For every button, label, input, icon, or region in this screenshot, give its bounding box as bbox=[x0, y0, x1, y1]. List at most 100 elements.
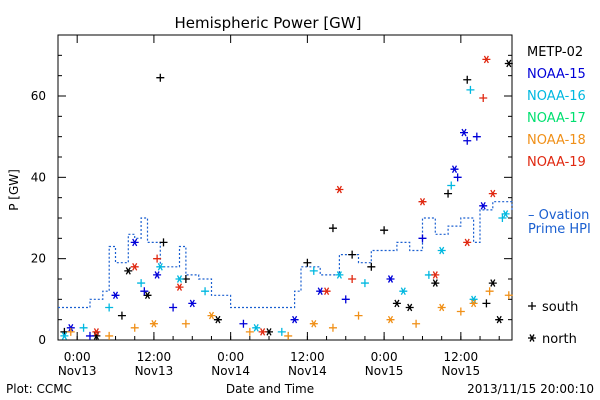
data-point-noaa-19 bbox=[482, 55, 491, 64]
data-point-noaa-16 bbox=[501, 210, 510, 218]
data-point-metp-02 bbox=[488, 279, 497, 287]
data-point-noaa-19 bbox=[479, 94, 488, 103]
data-point-noaa-15 bbox=[111, 291, 120, 300]
data-point-noaa-18 bbox=[469, 299, 478, 308]
data-point-noaa-18 bbox=[504, 291, 513, 300]
data-point-noaa-16 bbox=[437, 246, 446, 255]
data-point-noaa-18 bbox=[245, 327, 254, 336]
data-point-noaa-16 bbox=[466, 85, 475, 94]
data-point-metp-02 bbox=[159, 238, 168, 247]
data-point-metp-02 bbox=[143, 291, 152, 300]
y-axis-label: P [GW] bbox=[7, 169, 21, 211]
data-point-noaa-18 bbox=[149, 319, 158, 328]
data-point-metp-02 bbox=[303, 258, 312, 267]
data-point-noaa-19 bbox=[431, 271, 440, 279]
data-point-metp-02 bbox=[431, 279, 440, 287]
data-point-noaa-15 bbox=[169, 303, 178, 312]
ovation-hpi-line bbox=[58, 201, 513, 309]
footer-timestamp: 2013/11/15 20:00:10 bbox=[467, 382, 594, 396]
data-point-metp-02 bbox=[495, 315, 504, 324]
data-point-noaa-15 bbox=[460, 128, 468, 137]
legend-entry: METP-02 bbox=[527, 45, 583, 60]
data-point-noaa-15 bbox=[140, 287, 149, 296]
data-point-metp-02 bbox=[213, 315, 222, 324]
x-tick-label-time: 0:00 bbox=[64, 350, 91, 364]
data-point-noaa-18 bbox=[130, 323, 139, 332]
data-point-noaa-15 bbox=[153, 271, 162, 279]
data-point-noaa-19 bbox=[258, 328, 267, 336]
data-point-metp-02 bbox=[348, 250, 357, 259]
data-point-metp-02 bbox=[392, 299, 401, 308]
x-tick-label-date: Nov14 bbox=[288, 364, 327, 378]
data-point-noaa-15 bbox=[479, 201, 488, 210]
legend-ovation-line1: – Ovation bbox=[528, 208, 589, 223]
x-tick-label-date: Nov15 bbox=[441, 364, 480, 378]
data-point-noaa-16 bbox=[175, 275, 184, 283]
data-point-noaa-16 bbox=[399, 287, 408, 296]
data-point-noaa-18 bbox=[66, 327, 75, 336]
legend-entry: NOAA-15 bbox=[527, 67, 586, 82]
legend-entry: NOAA-16 bbox=[527, 89, 586, 104]
data-point-noaa-18 bbox=[485, 287, 494, 296]
data-point-noaa-15 bbox=[418, 234, 427, 243]
x-tick-label-time: 12:00 bbox=[137, 350, 172, 364]
data-point-noaa-18 bbox=[181, 319, 190, 328]
data-point-metp-02 bbox=[444, 189, 453, 198]
data-point-noaa-16 bbox=[498, 214, 507, 222]
data-point-noaa-16 bbox=[137, 279, 146, 288]
data-point-noaa-19 bbox=[322, 287, 331, 296]
data-point-noaa-18 bbox=[412, 319, 421, 328]
data-markers bbox=[60, 55, 513, 340]
data-point-noaa-16 bbox=[469, 295, 478, 304]
data-point-metp-02 bbox=[117, 311, 126, 320]
data-point-noaa-15 bbox=[341, 295, 350, 304]
data-point-metp-02 bbox=[482, 299, 491, 308]
legend-north-label: north bbox=[542, 332, 577, 347]
data-point-noaa-19 bbox=[335, 185, 344, 194]
data-point-metp-02 bbox=[367, 262, 376, 271]
data-point-noaa-19 bbox=[488, 189, 497, 198]
data-point-noaa-15 bbox=[450, 165, 459, 174]
plot-frame bbox=[57, 34, 513, 341]
legend-south-marker bbox=[528, 302, 536, 310]
x-tick-label-time: 12:00 bbox=[290, 350, 325, 364]
data-point-noaa-15 bbox=[463, 136, 472, 145]
data-point-noaa-15 bbox=[290, 315, 299, 324]
legend: METP-02 NOAA-15 NOAA-16 NOAA-17 NOAA-18 NOAA-… bbox=[527, 45, 591, 347]
x-tick-label-date: Nov13 bbox=[58, 364, 97, 378]
data-point-noaa-18 bbox=[309, 319, 318, 328]
data-point-noaa-16 bbox=[105, 303, 114, 312]
data-point-noaa-15 bbox=[453, 173, 462, 182]
y-tick-label: 20 bbox=[31, 252, 46, 266]
legend-south-label: south bbox=[542, 300, 578, 315]
legend-entry: NOAA-17 bbox=[527, 111, 586, 126]
data-point-metp-02 bbox=[463, 75, 472, 84]
legend-ovation-line2: Prime HPI bbox=[528, 222, 591, 237]
data-point-metp-02 bbox=[124, 267, 133, 275]
x-tick-label-date: Nov13 bbox=[135, 364, 174, 378]
data-point-noaa-16 bbox=[309, 266, 318, 275]
data-point-noaa-16 bbox=[447, 181, 456, 190]
data-point-noaa-16 bbox=[360, 279, 369, 288]
x-tick-label-time: 0:00 bbox=[371, 350, 398, 364]
x-tick-label-time: 12:00 bbox=[444, 350, 479, 364]
legend-north-marker bbox=[528, 334, 536, 342]
ovation-series bbox=[58, 201, 513, 309]
data-point-noaa-19 bbox=[463, 238, 472, 247]
chart-title: Hemispheric Power [GW] bbox=[175, 14, 362, 32]
data-point-noaa-15 bbox=[386, 275, 395, 283]
data-point-noaa-15 bbox=[66, 323, 75, 332]
data-point-noaa-16 bbox=[277, 327, 286, 336]
data-point-noaa-18 bbox=[328, 323, 337, 332]
data-point-noaa-19 bbox=[153, 254, 162, 263]
legend-entry: NOAA-19 bbox=[527, 155, 586, 170]
data-point-noaa-18 bbox=[456, 307, 465, 316]
data-point-metp-02 bbox=[405, 303, 414, 312]
x-tick-label-date: Nov14 bbox=[211, 364, 250, 378]
y-tick-label: 60 bbox=[31, 89, 46, 103]
x-axis-label: Date and Time bbox=[226, 382, 314, 396]
x-tick-label-date: Nov15 bbox=[365, 364, 404, 378]
y-tick-label: 0 bbox=[38, 333, 46, 347]
data-point-noaa-19 bbox=[348, 275, 357, 283]
